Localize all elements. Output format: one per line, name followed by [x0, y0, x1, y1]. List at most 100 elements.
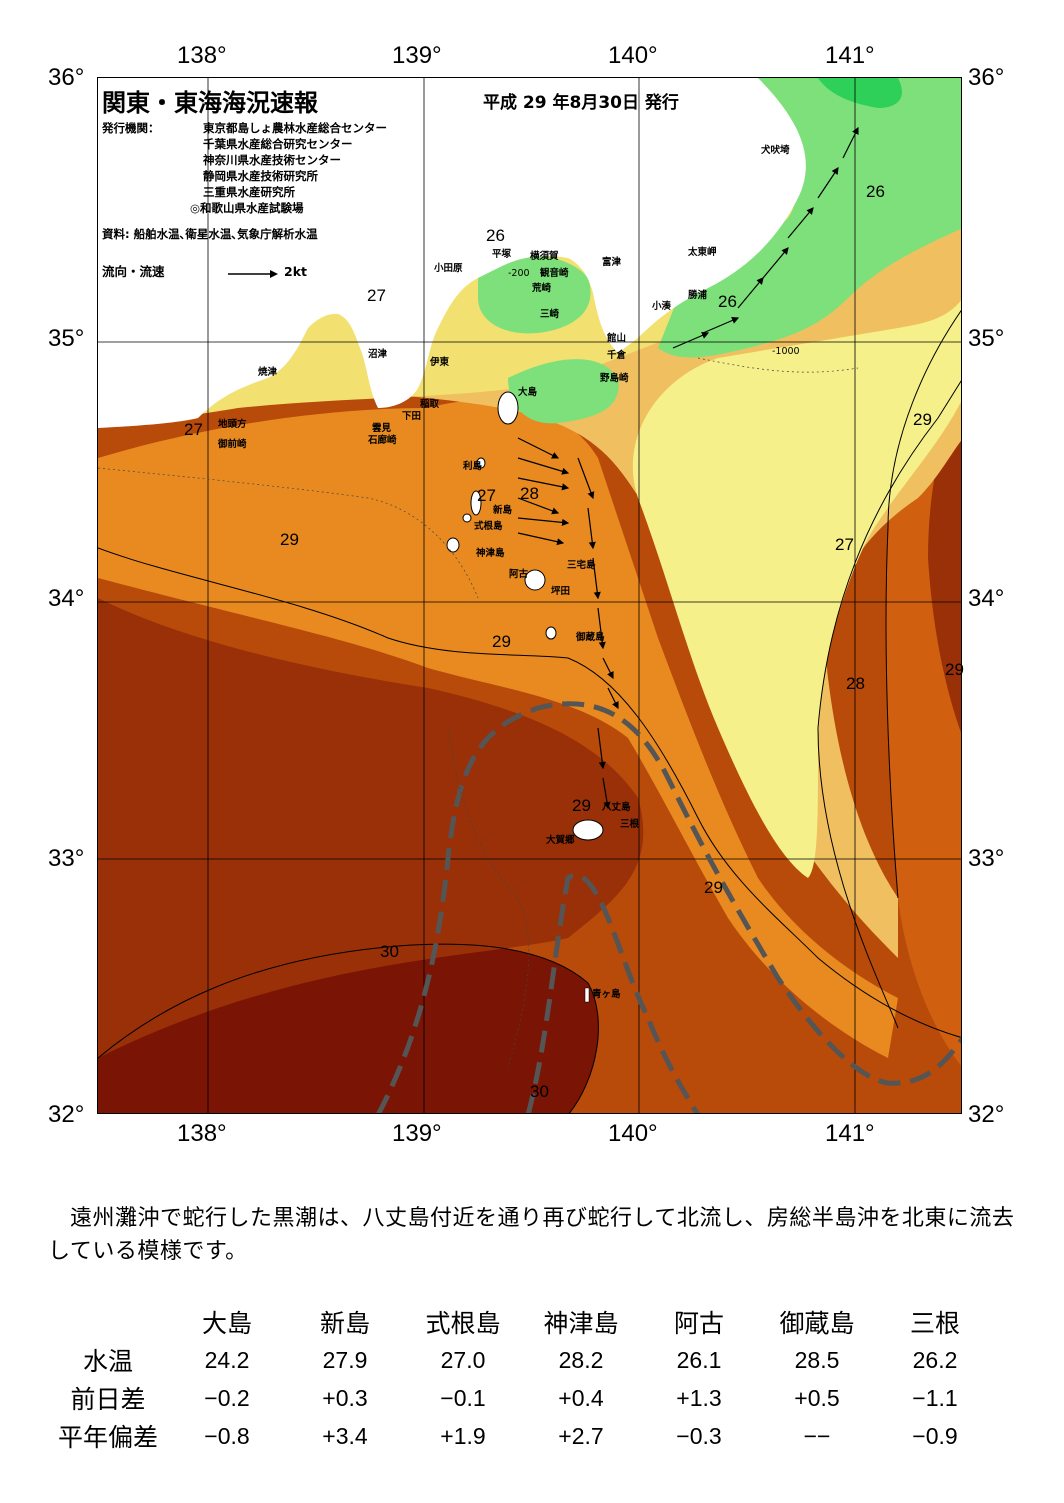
- island-mikurajima: [545, 626, 557, 640]
- place-yokosuka: 横須賀: [530, 251, 559, 262]
- lat-label-32-left: 32°: [48, 1101, 85, 1128]
- publisher-4: 静岡県水産技術研究所: [203, 169, 318, 183]
- island-oshima: [497, 391, 519, 425]
- graticule: [98, 78, 961, 1113]
- lat-label-33-right: 33°: [968, 845, 1005, 872]
- station-header: 式根島: [425, 1310, 501, 1338]
- isotherm-label: 30: [380, 942, 399, 961]
- map-canvas: [98, 78, 961, 1113]
- kuroshio-axis: [376, 701, 961, 1113]
- place-miyakejima: 三宅島: [567, 560, 596, 571]
- table-header-row: 大島 新島 式根島 神津島 阿古 御蔵島 三根: [48, 1303, 994, 1341]
- table-cell: +0.4: [558, 1384, 604, 1411]
- sst-cold-core: [818, 78, 902, 108]
- isotherm-label: 27: [184, 420, 203, 439]
- depth-label: -1000: [772, 346, 800, 357]
- station-header: 御蔵島: [779, 1310, 855, 1338]
- depth-contours: [98, 357, 859, 1069]
- sst-29-zone: [98, 598, 644, 1058]
- legend-arrow: [228, 270, 278, 278]
- island-kozushima: [446, 537, 460, 553]
- row-label: 前日差: [70, 1386, 146, 1414]
- place-odawara: 小田原: [434, 263, 463, 274]
- table-cell: 26.1: [676, 1346, 722, 1373]
- place-omaezaki: 御前崎: [218, 439, 247, 450]
- place-arasaki: 荒崎: [532, 283, 552, 294]
- publisher-3: 神奈川県水産技術センター: [203, 153, 341, 167]
- table-cell: −0.1: [440, 1384, 486, 1411]
- lat-label-36-left: 36°: [48, 64, 85, 91]
- place-numazu: 沼津: [368, 349, 388, 360]
- row-label: 平年偏差: [57, 1424, 158, 1452]
- publisher-label: 発行機関：: [102, 121, 160, 135]
- table-cell: +1.3: [676, 1384, 722, 1411]
- publisher-1: 東京都島しょ農林水産総合センター: [203, 121, 387, 135]
- place-tsubota: 坪田: [551, 586, 571, 597]
- sst-sagami-green: [478, 255, 591, 334]
- place-yaizu: 焼津: [258, 367, 278, 378]
- place-misaki: 三崎: [540, 309, 560, 320]
- legend-label: 流向・流速: [102, 264, 165, 279]
- isotherm-label: 29: [945, 660, 964, 679]
- place-ito: 伊東: [430, 357, 450, 368]
- place-toshima: 利島: [463, 461, 483, 472]
- place-katsuura: 勝浦: [688, 290, 708, 301]
- depth-label: -200: [508, 268, 530, 279]
- sst-26-zone: [632, 300, 961, 878]
- isotherm-label: 27: [835, 535, 854, 554]
- island-miyakejima: [524, 569, 546, 591]
- place-shikinejima: 式根島: [474, 521, 503, 532]
- place-kannonzaki: 観音崎: [540, 268, 569, 279]
- isotherm-label: 29: [913, 410, 932, 429]
- lat-label-35-left: 35°: [48, 325, 85, 352]
- table-cell: 27.9: [322, 1346, 368, 1373]
- isotherm-label: 29: [492, 632, 511, 651]
- lat-label-36-right: 36°: [968, 64, 1005, 91]
- lon-label-141-top: 141°: [825, 42, 875, 69]
- table-cell: +3.4: [322, 1422, 368, 1449]
- place-chikura: 千倉: [607, 350, 627, 361]
- table-cell: 28.5: [794, 1346, 840, 1373]
- publisher-5: 三重県水産研究所: [203, 185, 295, 199]
- place-shimoda: 下田: [402, 411, 422, 422]
- table-cell: +2.7: [558, 1422, 604, 1449]
- isotherm-label: 29: [572, 796, 591, 815]
- sst-oshima-green: [508, 359, 619, 424]
- island-niijima: [470, 490, 482, 516]
- place-hachijojima: 八丈島: [602, 802, 631, 813]
- place-okago: 大賀郷: [546, 835, 575, 846]
- lon-label-138-bottom: 138°: [177, 1120, 227, 1147]
- place-mitsune: 三根: [620, 819, 640, 830]
- table-row: 前日差 −0.2 +0.3 −0.1 +0.4 +1.3 +0.5 −1.1: [48, 1379, 994, 1417]
- table-cell: 24.2: [204, 1346, 250, 1373]
- table-corner: [48, 1303, 168, 1341]
- island-shikinejima: [462, 513, 472, 523]
- place-tateyama: 館山: [607, 333, 627, 344]
- place-mikurajima: 御蔵島: [576, 632, 605, 643]
- lat-label-35-right: 35°: [968, 325, 1005, 352]
- station-header: 新島: [319, 1310, 370, 1338]
- lon-label-138-top: 138°: [177, 42, 227, 69]
- publisher-6: ◎和歌山県水産試験場: [190, 201, 304, 215]
- table-cell: −1.1: [912, 1384, 958, 1411]
- isotherm-label: 26: [866, 182, 885, 201]
- isotherm-label: 28: [846, 674, 865, 693]
- table-cell: +0.3: [322, 1384, 368, 1411]
- station-header: 大島: [201, 1310, 252, 1338]
- isotherm-label: 26: [718, 292, 737, 311]
- table-cell: −0.3: [676, 1422, 722, 1449]
- table-cell: −−: [803, 1422, 831, 1449]
- table-cell: −0.9: [912, 1422, 958, 1449]
- lon-label-139-bottom: 139°: [392, 1120, 442, 1147]
- land-miura: [568, 165, 613, 263]
- place-niijima: 新島: [493, 505, 513, 516]
- place-taitomisaki: 太東岬: [688, 247, 717, 258]
- description-text: 遠州灘沖で蛇行した黒潮は、八丈島付近を通り再び蛇行して北流し、房総半島沖を北東に…: [48, 1206, 1015, 1264]
- table-cell: −0.2: [204, 1384, 250, 1411]
- sst-boso-green: [658, 78, 961, 358]
- place-jitogata: 地頭方: [218, 419, 247, 430]
- island-aogashima: [584, 987, 590, 1003]
- isotherm-label: 27: [477, 486, 496, 505]
- current-arrows: [517, 126, 859, 810]
- map-title: 関東・東海海況速報: [102, 89, 318, 117]
